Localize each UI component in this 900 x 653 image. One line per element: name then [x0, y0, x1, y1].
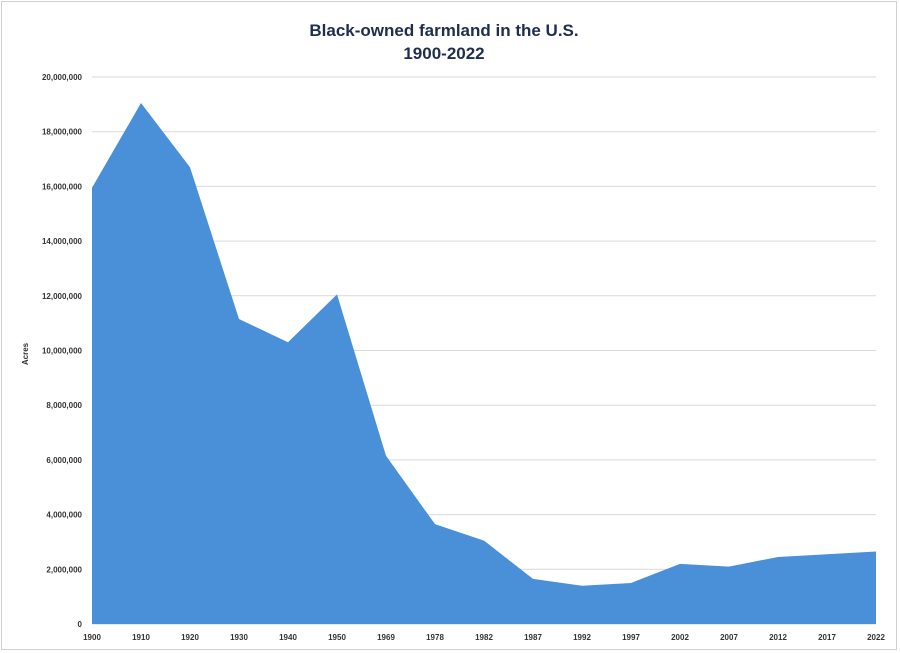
- y-tick-label: 4,000,000: [46, 511, 82, 520]
- y-tick-label: 16,000,000: [42, 182, 83, 191]
- chart-title-line2: 1900-2022: [403, 44, 484, 63]
- x-tick-label: 1910: [132, 633, 150, 642]
- y-axis-ticks: 0 2,000,000 4,000,000 6,000,000 8,000,000 10,…: [42, 73, 83, 629]
- y-tick-label: 10,000,000: [42, 347, 83, 356]
- x-tick-label: 1930: [230, 633, 248, 642]
- y-tick-label: 2,000,000: [46, 565, 82, 574]
- x-tick-label: 1997: [622, 633, 640, 642]
- x-tick-label: 1978: [426, 633, 444, 642]
- x-tick-label: 2002: [671, 633, 689, 642]
- y-tick-label: 14,000,000: [42, 237, 83, 246]
- y-tick-label: 20,000,000: [42, 73, 83, 82]
- x-tick-label: 2022: [867, 633, 885, 642]
- x-axis-ticks: 1900 1910 1920 1930 1940 1950 1969 1978 1982 1987…: [83, 633, 885, 642]
- y-tick-label: 18,000,000: [42, 128, 83, 137]
- x-tick-label: 2007: [720, 633, 738, 642]
- x-tick-label: 1987: [524, 633, 542, 642]
- y-tick-label: 0: [78, 620, 83, 629]
- x-tick-label: 1940: [279, 633, 297, 642]
- x-tick-label: 1950: [328, 633, 346, 642]
- x-tick-label: 1920: [181, 633, 199, 642]
- y-tick-label: 8,000,000: [46, 401, 82, 410]
- x-tick-label: 2017: [818, 633, 836, 642]
- y-tick-label: 12,000,000: [42, 292, 83, 301]
- chart-title-line1: Black-owned farmland in the U.S.: [309, 21, 578, 40]
- x-tick-label: 1900: [83, 633, 101, 642]
- area-fill: [92, 102, 876, 625]
- x-tick-label: 1969: [377, 633, 395, 642]
- y-tick-label: 6,000,000: [46, 456, 82, 465]
- y-axis-label: Acres: [21, 342, 30, 365]
- x-tick-label: 1992: [573, 633, 591, 642]
- x-tick-label: 1982: [475, 633, 493, 642]
- area-series: [92, 102, 876, 625]
- x-tick-label: 2012: [769, 633, 787, 642]
